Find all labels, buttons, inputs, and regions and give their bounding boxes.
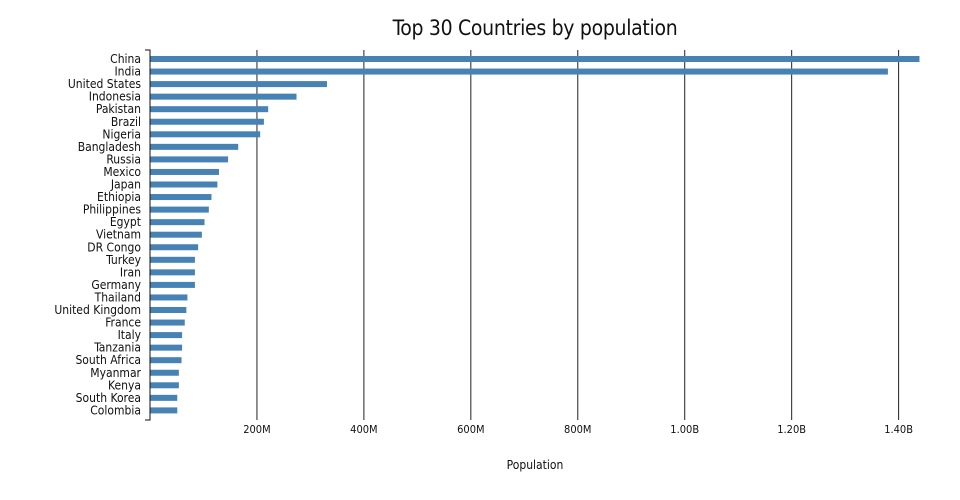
y-tick-label: Germany — [91, 278, 141, 292]
y-tick-label: Pakistan — [96, 102, 141, 116]
x-tick-label: 200M — [243, 423, 270, 436]
x-tick-label: 1.20B — [777, 423, 806, 436]
bar — [150, 281, 195, 288]
bar — [150, 382, 179, 389]
bar — [150, 231, 202, 238]
y-tick-label: DR Congo — [87, 240, 141, 254]
y-tick-label: Japan — [110, 178, 141, 192]
x-tick-label: 600M — [457, 423, 484, 436]
bar — [150, 319, 185, 326]
y-tick-label: South Korea — [76, 391, 141, 405]
gridlines — [256, 50, 900, 420]
y-tick-label: Nigeria — [102, 127, 141, 141]
y-tick-label: China — [110, 52, 141, 66]
bar — [150, 394, 178, 401]
bar — [150, 344, 183, 351]
x-tick-label: 400M — [350, 423, 377, 436]
y-tick-label: Russia — [106, 152, 141, 166]
x-tick-label: 800M — [564, 423, 591, 436]
y-tick-label: Turkey — [105, 253, 142, 267]
y-tick-label: Ethiopia — [97, 190, 141, 204]
y-tick-label: Mexico — [103, 165, 141, 179]
bar — [150, 194, 212, 201]
bar — [150, 68, 888, 75]
bar — [150, 106, 269, 113]
bar — [150, 357, 182, 364]
bar — [150, 131, 261, 138]
y-tick-label: Vietnam — [96, 228, 141, 242]
y-tick-label: Egypt — [110, 215, 141, 229]
y-tick-label: Iran — [120, 265, 141, 279]
y-tick-label: Kenya — [108, 378, 141, 392]
bar — [150, 407, 178, 414]
bar — [150, 369, 179, 376]
y-tick-label: Indonesia — [89, 90, 141, 104]
bar — [150, 156, 229, 163]
y-tick-label: Tanzania — [93, 341, 141, 355]
bar — [150, 244, 199, 251]
bar — [150, 168, 219, 175]
bar — [150, 56, 920, 62]
y-tick-label: Colombia — [90, 403, 141, 417]
y-axis-line — [145, 49, 151, 421]
x-tick-label: 1.00B — [670, 423, 699, 436]
bar — [150, 269, 195, 276]
y-tick-label: India — [115, 65, 142, 79]
y-tick-label: Brazil — [111, 115, 141, 129]
y-tick-label: Philippines — [83, 203, 142, 217]
y-tick-label: Italy — [118, 328, 142, 342]
y-tick-label: France — [105, 316, 141, 330]
x-axis-ticks: 200M 400M 600M 800M 1.00B 1.20B 1.40B — [243, 423, 913, 436]
bar — [150, 118, 264, 125]
bar — [150, 294, 188, 301]
y-tick-label: South Africa — [75, 353, 141, 367]
y-tick-label: United States — [68, 77, 141, 91]
bar — [150, 181, 218, 188]
bars — [150, 56, 920, 414]
chart-title: Top 30 Countries by population — [392, 16, 678, 40]
bar — [150, 256, 195, 263]
y-tick-label: Bangladesh — [78, 140, 141, 154]
bar — [150, 143, 239, 150]
y-tick-label: Myanmar — [90, 366, 141, 380]
bar — [150, 81, 327, 88]
bar — [150, 307, 187, 313]
bar — [150, 206, 209, 213]
bar — [150, 93, 297, 100]
x-tick-label: 1.40B — [884, 423, 913, 436]
x-axis-title: Population — [506, 458, 564, 472]
bar — [150, 219, 205, 226]
bar — [150, 332, 183, 339]
y-tick-label: Thailand — [94, 290, 141, 304]
y-tick-label: United Kingdom — [54, 303, 141, 317]
